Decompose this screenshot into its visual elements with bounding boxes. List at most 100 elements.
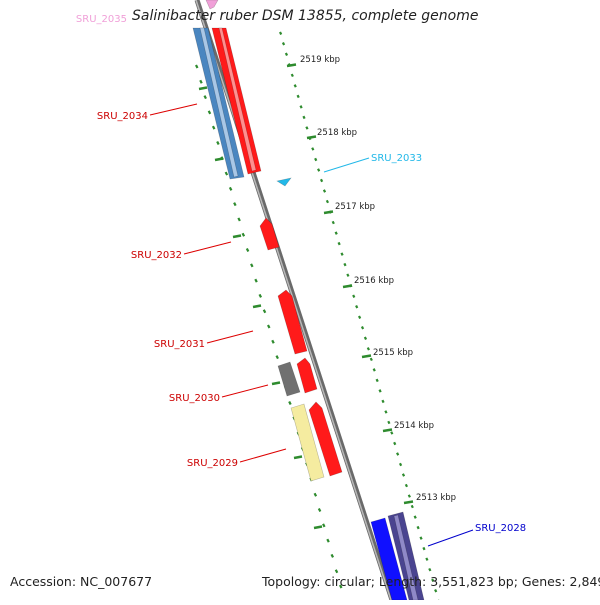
gene-label-sru-2033: SRU_2033: [371, 153, 422, 164]
scale-dot: [352, 294, 356, 298]
scale-dot: [279, 31, 283, 35]
inner-scale-dot: [203, 95, 207, 100]
scale-dot: [302, 115, 306, 120]
genome-backbone: [194, 0, 395, 601]
scale-dot: [398, 462, 403, 467]
leader-sru-2031: [206, 330, 254, 344]
scale-dot: [431, 578, 435, 582]
gene-sru-2029-yellow: [290, 403, 325, 482]
scale-dot: [390, 431, 394, 435]
gene-label-sru-2034: SRU_2034: [97, 111, 148, 122]
scale-dot: [387, 420, 391, 425]
scale-dot: [293, 84, 297, 88]
inner-scale-dot: [326, 538, 330, 543]
scale-dot: [407, 494, 411, 498]
genome-title: Salinibacter ruber DSM 13855, complete g…: [132, 8, 479, 24]
scale-dot: [422, 546, 426, 551]
scale-dot: [396, 452, 400, 456]
scale-dot: [314, 157, 318, 162]
gene-label-sru-2030: SRU_2030: [169, 393, 220, 404]
leader-sru-2033: [323, 157, 370, 173]
inner-scale-dot: [267, 324, 271, 329]
scale-dot: [375, 378, 379, 383]
gene-sru-2030: [296, 357, 318, 394]
kbp-label: 2513 kbp: [416, 493, 456, 503]
scale-dot: [334, 231, 338, 235]
inner-scale-dot: [339, 584, 343, 589]
gene-sru-2031: [277, 289, 308, 355]
leader-sru-2029: [239, 448, 287, 463]
gene-sru-2034-highlight: [199, 27, 239, 178]
scale-dot: [290, 73, 294, 78]
inner-scale-dot: [254, 278, 258, 283]
inner-scale-dot: [262, 309, 267, 314]
inner-major-tick: [293, 455, 303, 460]
inner-major-tick: [252, 304, 262, 309]
scale-major-tick: [342, 284, 353, 289]
scale-dot: [404, 483, 409, 488]
inner-scale-dot: [250, 263, 254, 268]
kbp-label: 2518 kbp: [317, 128, 357, 138]
scale-dot: [331, 220, 335, 225]
gene-label-sru-2029: SRU_2029: [187, 458, 238, 469]
scale-dot: [311, 147, 315, 151]
scale-dot: [419, 536, 423, 540]
inner-scale-dot: [313, 492, 318, 497]
scale-dot: [296, 94, 300, 99]
inner-scale-dot: [199, 79, 203, 84]
scale-dot: [401, 473, 406, 477]
scale-dot: [363, 336, 368, 341]
inner-major-tick: [313, 525, 323, 530]
scale-dot: [281, 42, 286, 46]
inner-scale-dot: [216, 140, 220, 145]
scale-dot: [299, 105, 303, 109]
scale-dot: [366, 347, 370, 351]
scale-dot: [340, 252, 344, 256]
inner-scale-dot: [241, 232, 246, 237]
scale-dot: [434, 589, 438, 593]
inner-scale-dot: [207, 110, 212, 115]
kbp-label: 2514 kbp: [394, 421, 434, 431]
gene-label-sru-2031: SRU_2031: [154, 339, 205, 350]
inner-scale-dot: [211, 125, 216, 130]
accession-text: Accession: NC_007677: [10, 574, 153, 589]
scale-major-tick: [403, 500, 414, 505]
inner-scale-dot: [275, 355, 279, 360]
scale-major-tick: [286, 63, 297, 68]
inner-major-tick: [198, 86, 208, 91]
scale-dot: [360, 326, 365, 330]
kbp-label: 2516 kbp: [354, 276, 394, 286]
leader-sru-2028: [427, 529, 474, 547]
scale-dot: [381, 399, 385, 404]
genome-summary-text: Topology: circular; Length: 3,551,823 bp…: [262, 574, 600, 589]
gene-sru-2033: [276, 177, 292, 187]
scale-dot: [425, 557, 429, 561]
inner-scale-dot: [195, 64, 199, 69]
scale-dot: [317, 168, 321, 172]
scale-major-tick: [323, 210, 334, 215]
scale-dot: [358, 315, 362, 319]
scale-major-tick: [382, 428, 393, 433]
scale-dot: [372, 368, 376, 372]
inner-scale-dot: [317, 508, 322, 513]
inner-scale-dot: [271, 339, 275, 344]
inner-scale-dot: [334, 569, 339, 574]
gene-label-sru-2032: SRU_2032: [131, 250, 182, 261]
inner-scale-dot: [233, 202, 237, 207]
inner-scale-dot: [237, 217, 241, 222]
gene-sru-2032: [259, 217, 280, 251]
inner-scale-dot: [330, 553, 335, 558]
inner-scale-dot: [245, 248, 250, 253]
scale-dot: [369, 357, 373, 362]
scale-dot: [337, 241, 341, 246]
inner-scale-dot: [224, 171, 229, 176]
gene-sru-2029: [308, 401, 343, 477]
scale-dot: [393, 441, 397, 446]
scale-major-tick: [361, 354, 372, 359]
leader-sru-2032: [183, 241, 232, 255]
scale-major-tick: [306, 135, 317, 140]
inner-major-tick: [232, 234, 242, 239]
inner-scale-dot: [322, 523, 326, 528]
